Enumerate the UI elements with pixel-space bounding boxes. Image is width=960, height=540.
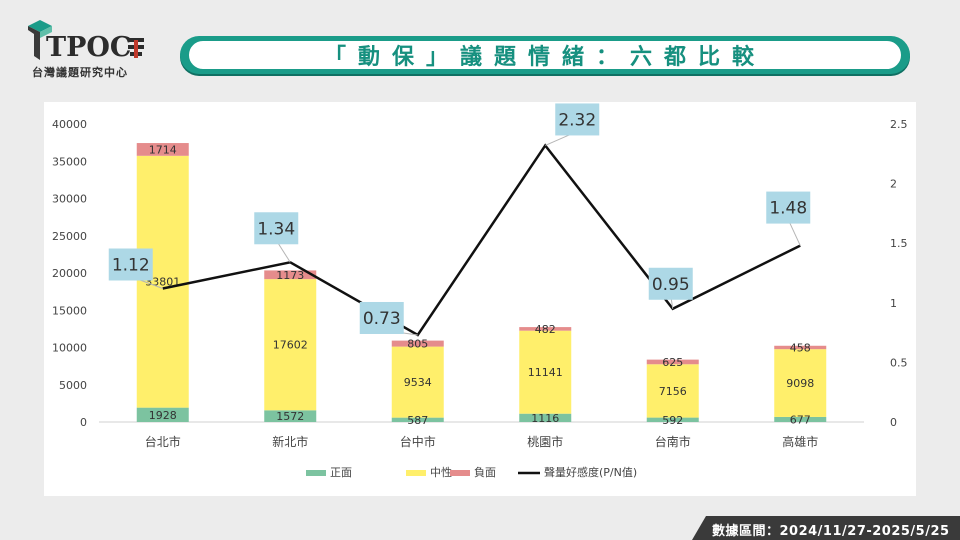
logo-flag-icon (128, 38, 144, 58)
legend-label: 聲量好感度(P/N值) (544, 465, 637, 479)
data-label-negative: 625 (662, 356, 683, 369)
legend-swatch (306, 470, 326, 476)
title-inner: 「動保」議題情緒：六都比較 (188, 40, 902, 70)
callout-box (108, 248, 153, 281)
bar-negative (646, 359, 699, 365)
y-left-tick-label: 35000 (52, 155, 87, 168)
bar-negative (519, 327, 572, 331)
data-label-positive: 587 (407, 414, 428, 427)
callout-box (359, 301, 404, 334)
y-left-tick-label: 25000 (52, 230, 87, 243)
chart-svg: 0 5000 10000 15000 20000 25000 30000 35000 40000… (52, 103, 908, 479)
data-label-neutral: 17602 (273, 339, 308, 352)
bar-negative (391, 340, 444, 347)
legend-swatch (406, 470, 426, 476)
bar-positive (519, 413, 572, 422)
legend-label: 中性 (430, 465, 452, 479)
y-left-tick-label: 40000 (52, 118, 87, 131)
data-label-negative: 1173 (276, 269, 304, 282)
bar-negative (136, 143, 189, 156)
data-label-neutral: 11141 (528, 366, 563, 379)
date-range-footer: 數據區間：2024/11/27-2025/5/25 (692, 516, 960, 540)
bar-negative (774, 345, 827, 350)
title-banner: 「動保」議題情緒：六都比較 (180, 36, 910, 74)
page-title: 「動保」議題情緒：六都比較 (323, 45, 766, 70)
x-tick-label: 高雄市 (782, 434, 818, 449)
bar-positive (391, 417, 444, 422)
bar-negative (264, 270, 317, 280)
y-left-tick-label: 30000 (52, 193, 87, 206)
bar-neutral (391, 346, 444, 418)
data-label-neutral: 9534 (404, 376, 432, 389)
callout-label: 0.95 (652, 275, 690, 295)
x-tick-label: 新北市 (272, 434, 308, 449)
logo-subtitle: 台灣議題研究中心 (32, 66, 128, 79)
y-right-tick-label: 1 (890, 297, 897, 310)
logo-mark-icon (28, 20, 52, 60)
data-label-positive: 1928 (149, 409, 177, 422)
y-right-tick-label: 1.5 (890, 237, 908, 250)
callout-box (766, 191, 811, 224)
x-tick-label: 台北市 (145, 434, 181, 449)
bar-positive (264, 410, 317, 422)
callout-label: 1.34 (257, 219, 295, 239)
callout-label: 1.48 (769, 199, 807, 219)
x-tick-label: 台中市 (400, 434, 436, 449)
legend-label: 正面 (330, 466, 352, 479)
line-series-pn (162, 143, 801, 337)
x-tick-label: 桃園市 (527, 434, 563, 449)
legend-label: 負面 (474, 466, 496, 479)
logo-text: TPOC (46, 32, 132, 63)
x-tick-label: 台南市 (655, 434, 691, 449)
data-label-negative: 458 (790, 341, 811, 354)
data-label-negative: 482 (535, 323, 556, 336)
bar-neutral (264, 279, 317, 411)
data-label-positive: 677 (790, 413, 811, 426)
data-label-neutral: 7156 (659, 385, 687, 398)
bar-positive (646, 417, 699, 422)
data-label-negative: 805 (407, 338, 428, 351)
bar-positive (136, 407, 189, 422)
date-range-text: 數據區間：2024/11/27-2025/5/25 (712, 524, 950, 539)
data-label-negative: 1714 (149, 143, 177, 156)
bar-neutral (519, 330, 572, 414)
data-label-neutral: 9098 (786, 377, 814, 390)
bar-neutral (774, 349, 827, 417)
callout-leader (787, 219, 801, 246)
callout-label: 1.12 (112, 255, 150, 275)
y-right-tick-label: 0 (890, 416, 897, 429)
y-left-tick-label: 15000 (52, 304, 87, 317)
data-label-positive: 592 (662, 414, 683, 427)
callout-box (555, 103, 600, 136)
callout-box (254, 212, 299, 245)
callout-label: 0.73 (363, 309, 401, 329)
y-left-tick-label: 5000 (59, 379, 87, 392)
legend-swatch (450, 470, 470, 476)
chart-card: 0 5000 10000 15000 20000 25000 30000 35000 40000… (44, 102, 916, 496)
y-right-tick-label: 2.5 (890, 118, 908, 131)
data-label-positive: 1572 (276, 410, 304, 423)
y-left-tick-label: 10000 (52, 342, 87, 355)
y-left-tick-label: 0 (80, 416, 87, 429)
y-right-tick-label: 0.5 (890, 356, 908, 369)
bar-neutral (646, 364, 699, 418)
callout-label: 2.32 (558, 110, 596, 130)
data-label-positive: 1116 (531, 412, 559, 425)
logo: TPOC 台灣議題研究中心 (22, 16, 162, 86)
bar-positive (774, 416, 827, 422)
callout-box (648, 267, 693, 300)
y-left-tick-label: 20000 (52, 267, 87, 280)
y-right-tick-label: 2 (890, 178, 897, 191)
